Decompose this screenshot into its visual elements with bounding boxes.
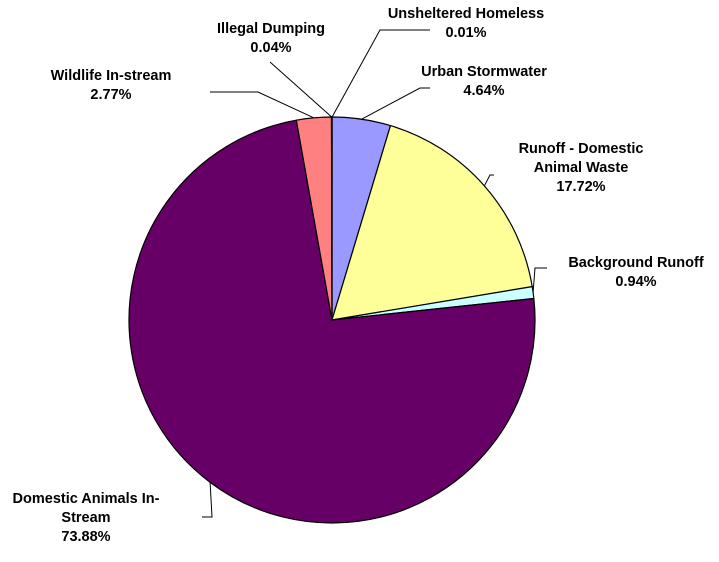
leader-line-6: [210, 91, 315, 119]
pie-slice-3: [331, 125, 533, 321]
leader-line-4: [532, 267, 547, 293]
slice-label-text: Domestic Animals In-: [12, 491, 160, 507]
leader-line-1: [331, 29, 430, 118]
slice-value-label: 73.88%: [61, 529, 111, 545]
slice-label-1: Unsheltered Homeless 0.01%: [388, 5, 544, 43]
slice-label-3: Runoff - Domestic Animal Waste 17.72%: [519, 140, 644, 197]
slice-label-text: Stream: [61, 510, 111, 526]
pie-slice-7: [330, 116, 333, 321]
slice-label-text: Wildlife In-stream: [50, 68, 172, 84]
leader-line-7: [269, 61, 333, 118]
slice-label-text: Runoff - Domestic: [518, 141, 644, 157]
slice-label-text: Animal Waste: [533, 160, 629, 176]
slice-label-7: Illegal Dumping 0.04%: [217, 20, 325, 58]
slice-label-2: Urban Stormwater 4.64%: [421, 63, 547, 101]
slice-label-text: Background Runoff: [568, 255, 704, 271]
slice-label-text: Unsheltered Homeless: [387, 6, 545, 22]
slice-value-label: 4.64%: [463, 83, 505, 99]
slice-value-label: 17.72%: [556, 179, 606, 195]
slice-value-label: 0.04%: [250, 40, 292, 56]
slice-value-label: 0.01%: [445, 25, 487, 41]
slice-value-label: 0.94%: [615, 274, 657, 290]
slice-label-5: Domestic Animals In- Stream 73.88%: [13, 490, 160, 547]
leader-line-5: [202, 482, 213, 518]
leader-line-2: [361, 87, 430, 120]
slice-label-4: Background Runoff 0.94%: [568, 254, 703, 292]
slice-label-6: Wildlife In-stream 2.77%: [51, 67, 172, 105]
slice-label-text: Urban Stormwater: [421, 64, 547, 80]
leader-line-3: [483, 174, 494, 187]
slice-value-label: 2.77%: [90, 87, 132, 103]
slice-label-text: Illegal Dumping: [217, 21, 325, 37]
